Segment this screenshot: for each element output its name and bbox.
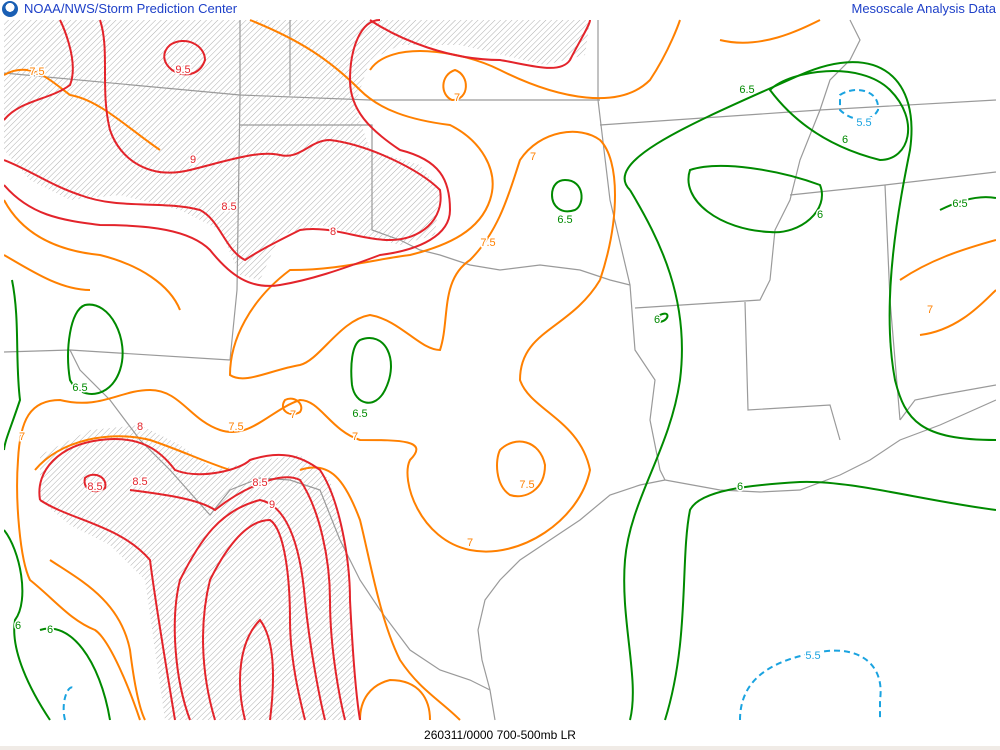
contour-label: 5.5: [805, 650, 820, 662]
hatched-area-north: [4, 20, 590, 280]
footer: 260311/0000 700-500mb LR: [0, 721, 1000, 750]
mesoscale-analysis-link[interactable]: Mesoscale Analysis Data: [851, 1, 996, 16]
contour-label: 8: [137, 421, 143, 433]
contour-label: 7.5: [228, 421, 243, 433]
contour-label: 9: [190, 154, 196, 166]
coastline: [899, 384, 996, 421]
contour-label: 7.5: [29, 66, 44, 78]
contour-label: 6.5: [739, 84, 754, 96]
state-border: [744, 301, 841, 441]
contour-label: 8.5: [221, 201, 236, 213]
contour-label: 6: [47, 624, 53, 636]
contour-label: 9: [269, 499, 275, 511]
state-border: [4, 349, 231, 361]
contour-label: 7.5: [480, 237, 495, 249]
contour-label: 7: [530, 151, 536, 163]
contour-label: 7.5: [519, 479, 534, 491]
state-border: [597, 20, 666, 481]
contour-label: 6: [654, 314, 660, 326]
state-border: [634, 19, 861, 309]
state-border: [599, 99, 996, 126]
hatched-area-south: [40, 425, 355, 720]
contour-labels: 7.5 9.5798.5877.56.56.55.566.56676.56.57.…: [13, 63, 969, 664]
contour-label: 8.5: [132, 476, 147, 488]
political-borders: [4, 19, 996, 721]
contour-label: 6: [737, 481, 743, 493]
contours-mid: [4, 19, 996, 721]
contour-label: 6.5: [352, 408, 367, 420]
contours-min: [62, 89, 882, 721]
contour-label: 8: [330, 226, 336, 238]
contour-label: 9.5: [175, 64, 190, 76]
hatched-areas: [4, 20, 590, 720]
contour-label: 7: [927, 304, 933, 316]
contour-label: 6.5: [72, 382, 87, 394]
contour-label: 6: [15, 620, 21, 632]
lapse-rate-map: 7.5 9.5798.5877.56.56.55.566.56676.56.57.…: [4, 19, 996, 721]
contour-label: 6.5: [952, 198, 967, 210]
contour-label: 5.5: [856, 117, 871, 129]
contour-label: 6.5: [557, 214, 572, 226]
contours-low: [4, 61, 996, 721]
contour-label: 7: [19, 431, 25, 443]
coastline: [477, 479, 666, 721]
contour-label: 8.5: [87, 481, 102, 493]
organization-title: NOAA/NWS/Storm Prediction Center: [24, 1, 238, 16]
noaa-logo: [2, 1, 18, 17]
header: NOAA/NWS/Storm Prediction Center Mesosca…: [0, 0, 1000, 19]
coastline: [664, 399, 996, 493]
state-border: [240, 124, 631, 286]
state-border: [229, 20, 241, 361]
contours: [4, 19, 996, 721]
contour-label: 6: [817, 209, 823, 221]
contour-label: 7: [467, 537, 473, 549]
contours-high: [4, 19, 591, 721]
contour-label: 7: [290, 409, 296, 421]
state-border: [69, 349, 491, 691]
contour-label: 7: [454, 92, 460, 104]
contour-label: 7: [352, 431, 358, 443]
map-caption: 260311/0000 700-500mb LR: [424, 728, 576, 742]
contour-label: 6: [842, 134, 848, 146]
contour-label: 8.5: [252, 477, 267, 489]
state-border: [4, 72, 600, 101]
